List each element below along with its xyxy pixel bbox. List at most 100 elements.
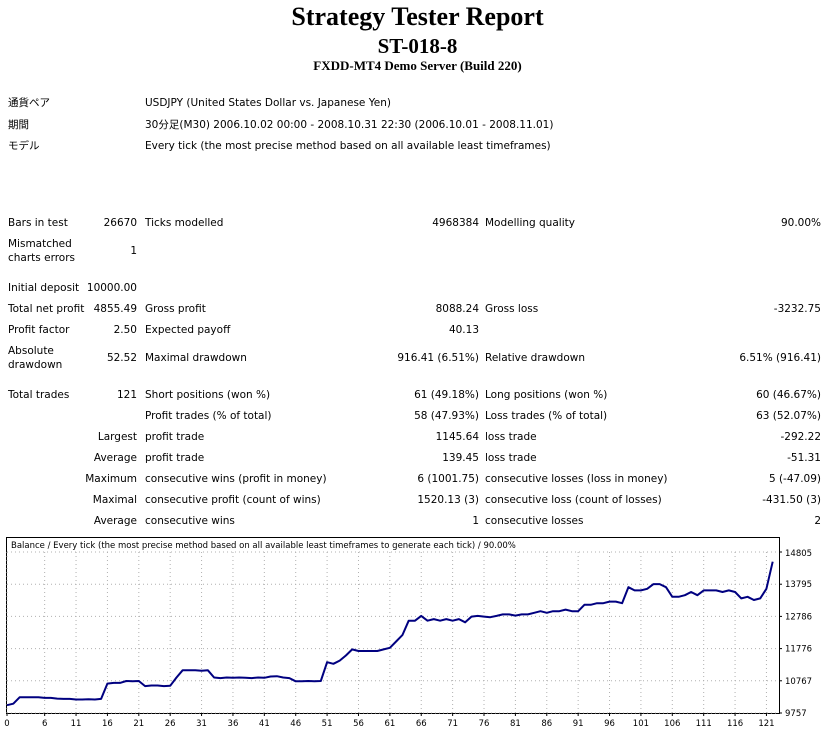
bars-label: Bars in test: [8, 217, 68, 229]
mprofit-value: 1520.13 (3): [417, 494, 479, 506]
ptrades-value: 58 (47.93%): [414, 410, 479, 422]
trades-label: Total trades: [8, 389, 70, 401]
period-label: 期間: [8, 119, 29, 131]
chart-title: Balance / Every tick (the most precise m…: [11, 541, 516, 551]
x-tick-label: 71: [447, 719, 458, 729]
y-tick-label: 12786: [785, 612, 812, 622]
x-tick-label: 86: [541, 719, 552, 729]
largest-label: Largest: [97, 431, 137, 443]
deposit-label: Initial deposit: [8, 282, 80, 294]
model-label: モデル: [8, 140, 40, 152]
grossloss-value: -3232.75: [773, 303, 821, 315]
x-tick-label: 36: [228, 719, 239, 729]
reldd-label: Relative drawdown: [485, 352, 586, 364]
awins-label: consecutive wins: [145, 515, 235, 527]
bars-value: 26670: [103, 217, 137, 229]
grossloss-label: Gross loss: [485, 303, 539, 315]
period-value: 30分足(M30) 2006.10.02 00:00 - 2008.10.31 …: [145, 119, 554, 131]
mlosses-value: 5 (-47.09): [768, 473, 821, 485]
mismatch-label-line2: charts errors: [8, 252, 75, 264]
aprofit-value: 139.45: [442, 452, 479, 464]
netprofit-value: 4855.49: [93, 303, 137, 315]
balance-line: [6, 561, 774, 707]
x-tick-label: 111: [696, 719, 712, 729]
payoff-value: 40.13: [448, 324, 479, 336]
x-tick-label: 6: [42, 719, 47, 729]
lloss-value: -292.22: [780, 431, 821, 443]
ptrades-label: Profit trades (% of total): [145, 410, 272, 422]
absdd-label-line1: Absolute: [8, 345, 54, 357]
alosses-value: 2: [814, 515, 821, 527]
lloss-label: loss trade: [485, 431, 537, 443]
report-title: Strategy Tester Report: [291, 2, 544, 31]
maximal-label: Maximal: [92, 494, 137, 506]
trades-value: 121: [116, 389, 137, 401]
absdd-label-line2: drawdown: [8, 359, 63, 371]
aloss-value: -51.31: [787, 452, 821, 464]
long-label: Long positions (won %): [485, 389, 608, 401]
x-tick-label: 116: [727, 719, 743, 729]
x-tick-label: 51: [322, 719, 333, 729]
pf-label: Profit factor: [8, 324, 70, 336]
pf-value: 2.50: [113, 324, 137, 336]
y-tick-label: 14805: [785, 549, 812, 559]
maxdd-value: 916.41 (6.51%): [397, 352, 479, 364]
alosses-label: consecutive losses: [485, 515, 584, 527]
pair-label: 通貨ペア: [8, 97, 50, 109]
awins-value: 1: [472, 515, 479, 527]
y-tick-label: 10767: [785, 677, 812, 687]
balance-chart: Balance / Every tick (the most precise m…: [0, 536, 835, 738]
average2-label: Average: [93, 515, 137, 527]
ticks-label: Ticks modelled: [145, 217, 224, 229]
y-tick-label: 9757: [785, 709, 807, 719]
lprofit-value: 1145.64: [435, 431, 479, 443]
x-tick-label: 0: [4, 719, 9, 729]
x-tick-label: 106: [664, 719, 680, 729]
grossprofit-value: 8088.24: [435, 303, 479, 315]
average-label: Average: [93, 452, 137, 464]
x-tick-label: 26: [165, 719, 176, 729]
model-value: Every tick (the most precise method base…: [145, 140, 551, 152]
x-tick-label: 31: [196, 719, 207, 729]
ticks-value: 4968384: [432, 217, 479, 229]
payoff-label: Expected payoff: [145, 324, 231, 336]
mloss-value: -431.50 (3): [762, 494, 821, 506]
x-tick-label: 91: [573, 719, 584, 729]
maximum-label: Maximum: [85, 473, 137, 485]
mprofit-label: consecutive profit (count of wins): [145, 494, 321, 506]
netprofit-label: Total net profit: [8, 303, 85, 315]
deposit-value: 10000.00: [86, 282, 137, 294]
mwins-value: 6 (1001.75): [417, 473, 479, 485]
server-name: FXDD-MT4 Demo Server (Build 220): [313, 58, 522, 73]
x-tick-label: 61: [384, 719, 395, 729]
ltrades-value: 63 (52.07%): [756, 410, 821, 422]
mloss-label: consecutive loss (count of losses): [485, 494, 662, 506]
x-tick-label: 56: [353, 719, 364, 729]
x-tick-label: 81: [510, 719, 521, 729]
x-tick-label: 66: [416, 719, 427, 729]
x-tick-label: 41: [259, 719, 270, 729]
lprofit-label: profit trade: [145, 431, 205, 443]
mismatch-label-line1: Mismatched: [8, 238, 72, 250]
aloss-label: loss trade: [485, 452, 537, 464]
x-tick-label: 16: [102, 719, 113, 729]
long-value: 60 (46.67%): [756, 389, 821, 401]
short-value: 61 (49.18%): [414, 389, 479, 401]
quality-value: 90.00%: [780, 217, 821, 229]
pair-value: USDJPY (United States Dollar vs. Japanes…: [145, 97, 391, 109]
mlosses-label: consecutive losses (loss in money): [485, 473, 668, 485]
x-tick-label: 11: [71, 719, 82, 729]
absdd-value: 52.52: [106, 352, 137, 364]
x-tick-label: 121: [758, 719, 774, 729]
reldd-value: 6.51% (916.41): [739, 352, 821, 364]
report-subtitle: ST-018-8: [377, 34, 458, 58]
y-tick-label: 11776: [785, 645, 812, 655]
x-tick-label: 96: [604, 719, 615, 729]
quality-label: Modelling quality: [485, 217, 575, 229]
mismatch-value: 1: [130, 245, 137, 257]
grossprofit-label: Gross profit: [145, 303, 206, 315]
short-label: Short positions (won %): [145, 389, 271, 401]
mwins-label: consecutive wins (profit in money): [145, 473, 327, 485]
ltrades-label: Loss trades (% of total): [485, 410, 608, 422]
